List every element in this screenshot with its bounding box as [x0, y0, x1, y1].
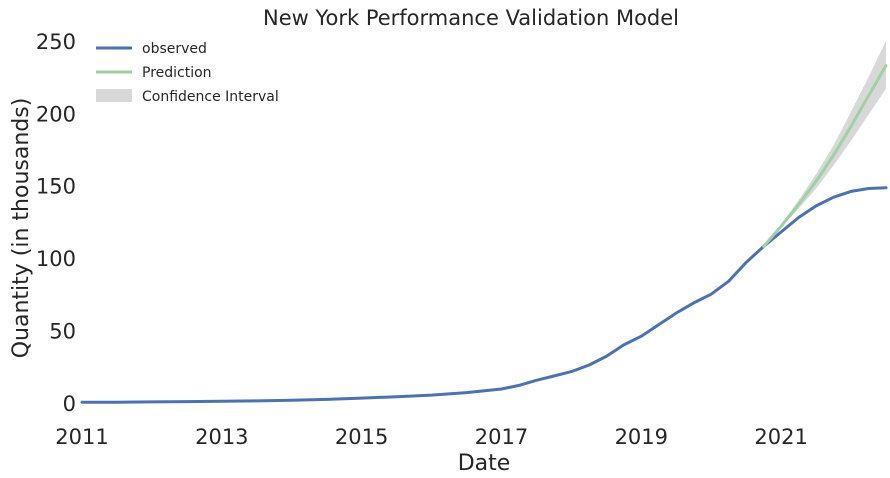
y-tick-label: 150 [36, 175, 76, 199]
x-tick-label: 2021 [754, 425, 807, 449]
y-tick-label: 0 [63, 392, 76, 416]
confidence-interval-band [763, 40, 886, 247]
y-tick-label: 250 [36, 30, 76, 54]
legend-label-confidence-interval: Confidence Interval [142, 89, 279, 105]
observed-line [80, 186, 888, 404]
x-tick-label: 2013 [195, 425, 248, 449]
x-axis-label: Date [458, 451, 511, 476]
x-tick-label: 2017 [475, 425, 528, 449]
x-tick-label: 2019 [615, 425, 668, 449]
legend: observed Prediction Confidence Interval [96, 41, 279, 105]
confidence-band-layer [763, 40, 886, 247]
prediction-line [762, 64, 888, 248]
legend-label-observed: observed [142, 41, 207, 57]
y-tick-label: 200 [36, 102, 76, 126]
y-tick-label: 100 [36, 247, 76, 271]
y-tick-layer: 0 50 100 150 200 250 [36, 30, 76, 416]
y-tick-label: 50 [49, 319, 76, 343]
x-tick-label: 2015 [335, 425, 388, 449]
x-tick-layer: 2011 2013 2015 2017 2019 2021 [55, 425, 808, 449]
x-tick-label: 2011 [55, 425, 108, 449]
y-axis-label: Quantity (in thousands) [9, 98, 34, 359]
legend-swatch-confidence-interval [96, 89, 132, 102]
chart-title: New York Performance Validation Model [263, 6, 679, 30]
series-line-layer [80, 64, 888, 404]
legend-label-prediction: Prediction [142, 65, 212, 81]
